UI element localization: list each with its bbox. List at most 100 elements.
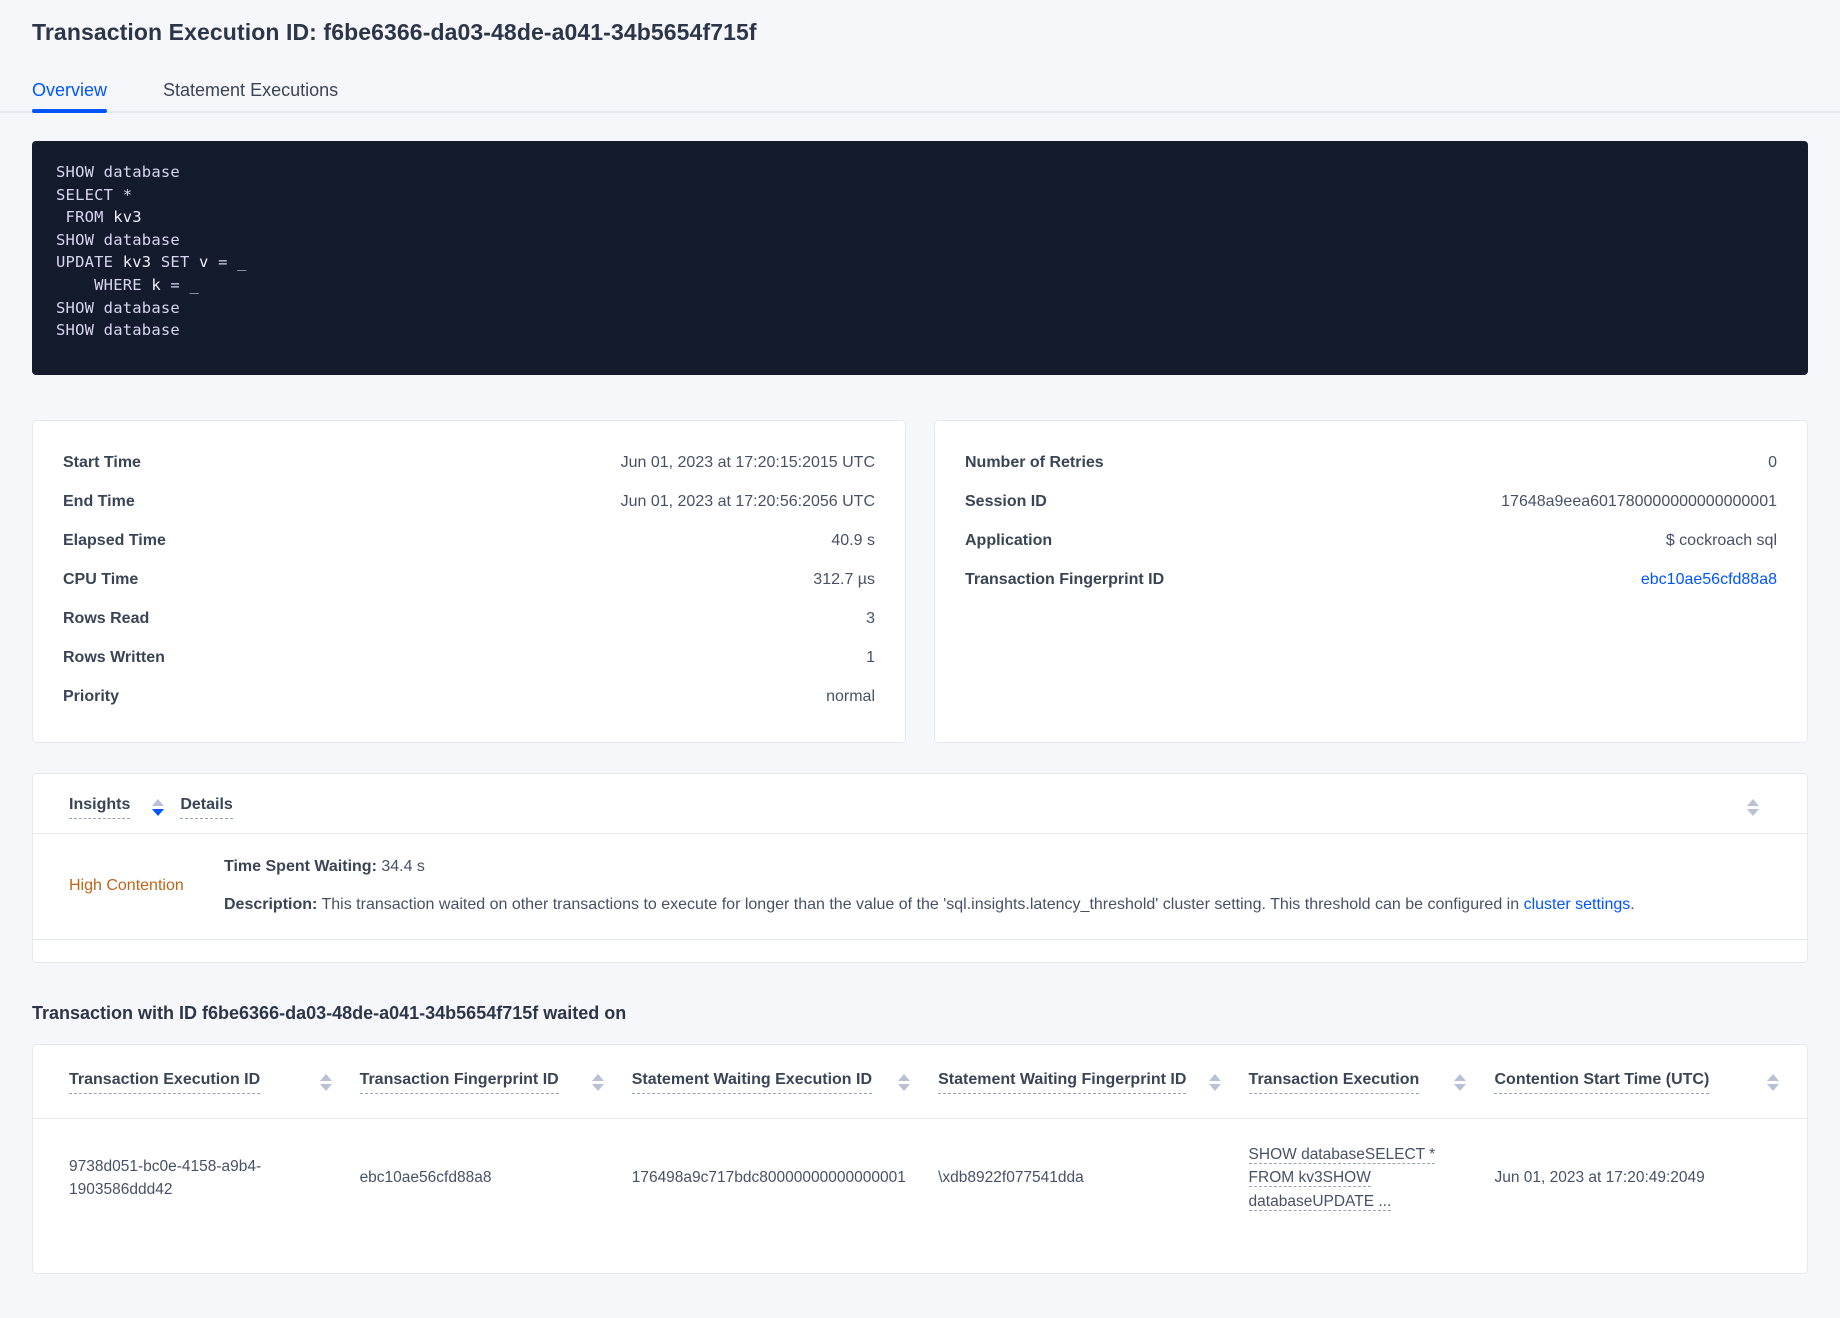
overview-right-row: Number of Retries 0 <box>965 443 1777 482</box>
sort-column-icon[interactable] <box>898 1074 911 1092</box>
sort-descending-icon <box>1208 1084 1221 1092</box>
code-line: SELECT * <box>56 185 133 204</box>
tab-statement-executions[interactable]: Statement Executions <box>163 80 339 100</box>
column-header-label[interactable]: Transaction Fingerprint ID <box>359 1071 559 1095</box>
overview-cards: Start Time Jun 01, 2023 at 17:20:15:2015 … <box>32 420 1808 743</box>
table-row: 9738d051-bc0e-4158-a9b4-1903586ddd42 ebc1… <box>33 1118 1807 1239</box>
overview-left-value: normal <box>826 688 875 705</box>
insight-name[interactable]: High Contention <box>69 876 184 894</box>
column-header: Statement Waiting Fingerprint ID <box>938 1045 1248 1119</box>
sort-details-icon[interactable] <box>1747 799 1759 816</box>
overview-right-row: Session ID 17648a9eea60178000000000000000… <box>965 482 1777 521</box>
code-line: SHOW database <box>56 321 180 340</box>
description-tail: . <box>1630 895 1635 913</box>
overview-right-label: Application <box>965 532 1053 549</box>
column-header: Contention Start Time (UTC) <box>1494 1045 1807 1119</box>
code-line: FROM kv3 <box>56 208 142 227</box>
tooltip-text[interactable]: SHOW databaseSELECT * FROM kv3SHOW datab… <box>1248 1146 1436 1211</box>
overview-right-label: Transaction Fingerprint ID <box>965 571 1165 588</box>
overview-right-value: 0 <box>1768 454 1777 471</box>
column-header-label[interactable]: Transaction Execution ID <box>69 1071 261 1095</box>
overview-right-row: Transaction Fingerprint ID ebc10ae56cfd88… <box>965 560 1777 599</box>
insight-description: Description: This transaction waited on … <box>224 894 1771 916</box>
sort-ascending-icon <box>319 1074 332 1082</box>
sort-descending-icon <box>319 1084 332 1092</box>
overview-left-row: Elapsed Time 40.9 s <box>63 521 875 560</box>
description-text: This transaction waited on other transac… <box>321 895 1524 913</box>
table-header-row: Transaction Execution ID Transaction Fing… <box>33 1045 1807 1119</box>
sort-descending-icon <box>1747 809 1759 816</box>
details-column-header[interactable]: Details <box>180 796 233 819</box>
overview-right-value: $ cockroach sql <box>1665 532 1777 549</box>
sort-ascending-icon <box>898 1074 911 1082</box>
sort-column-icon[interactable] <box>1767 1074 1779 1092</box>
overview-left-label: CPU Time <box>63 571 139 588</box>
code-line: SHOW database <box>56 298 180 317</box>
column-header-label[interactable]: Statement Waiting Execution ID <box>631 1071 873 1095</box>
overview-left-value: Jun 01, 2023 at 17:20:56:2056 UTC <box>620 493 875 510</box>
code-line: SHOW database <box>56 163 180 181</box>
overview-left-row: Rows Written 1 <box>63 638 875 677</box>
column-header: Transaction Execution ID <box>33 1045 360 1119</box>
column-header: Transaction Execution <box>1248 1045 1495 1119</box>
sort-column-icon[interactable] <box>1208 1074 1221 1092</box>
time-spent-waiting-value: 34.4 s <box>381 858 425 875</box>
sort-descending-icon <box>591 1084 604 1092</box>
waited-on-section-title: Transaction with ID f6be6366-da03-48de-a… <box>32 1003 627 1024</box>
overview-left-value: 3 <box>866 610 875 627</box>
insights-table-header: Insights Details <box>33 774 1807 833</box>
overview-left-label: Elapsed Time <box>63 532 166 549</box>
sort-ascending-icon <box>591 1074 604 1082</box>
column-header: Statement Waiting Execution ID <box>631 1045 938 1119</box>
overview-left-label: End Time <box>63 493 135 510</box>
cell-statement-waiting-execution-id: 176498a9c717bdc80000000000000001 <box>631 1118 939 1239</box>
cell-statement-waiting-fingerprint-id: \xdb8922f077541dda <box>938 1118 1249 1239</box>
cell-transaction-fingerprint-id: ebc10ae56cfd88a8 <box>359 1118 632 1239</box>
overview-left-label: Priority <box>63 688 120 705</box>
overview-right-value: 17648a9eea601780000000000000001 <box>1501 493 1777 510</box>
column-header-label[interactable]: Contention Start Time (UTC) <box>1494 1071 1710 1095</box>
overview-right-value[interactable]: ebc10ae56cfd88a8 <box>1640 571 1777 588</box>
overview-card-left: Start Time Jun 01, 2023 at 17:20:15:2015 … <box>32 420 906 743</box>
sort-descending-icon <box>152 809 165 816</box>
waited-on-table-card: Transaction Execution ID Transaction Fing… <box>32 1044 1808 1274</box>
code-line: SHOW database <box>56 230 180 249</box>
sort-ascending-icon <box>1747 799 1759 806</box>
overview-left-row: Start Time Jun 01, 2023 at 17:20:15:2015 … <box>63 443 875 482</box>
overview-left-value: Jun 01, 2023 at 17:20:15:2015 UTC <box>620 454 875 471</box>
sort-column-icon[interactable] <box>1454 1074 1467 1092</box>
time-spent-waiting-label: Time Spent Waiting: <box>224 858 377 875</box>
sort-ascending-icon <box>1454 1074 1467 1082</box>
overview-right-row: Application $ cockroach sql <box>965 521 1777 560</box>
overview-left-value: 40.9 s <box>831 532 875 549</box>
overview-left-row: Priority normal <box>63 677 875 716</box>
waited-on-table: Transaction Execution ID Transaction Fing… <box>33 1045 1807 1239</box>
insight-row: High Contention Time Spent Waiting: 34.4… <box>33 833 1807 941</box>
cell-transaction-execution[interactable]: SHOW databaseSELECT * FROM kv3SHOW datab… <box>1248 1118 1495 1239</box>
insight-details: Time Spent Waiting: 34.4 s Description: … <box>224 856 1771 915</box>
overview-left-label: Rows Written <box>63 649 165 666</box>
cell-transaction-execution-id: 9738d051-bc0e-4158-a9b4-1903586ddd42 <box>33 1118 360 1239</box>
overview-left-label: Rows Read <box>63 610 150 627</box>
insights-card: Insights Details High Contention Time Sp… <box>32 773 1808 964</box>
sort-insights-icon[interactable] <box>152 799 165 816</box>
sort-descending-icon <box>1767 1084 1779 1092</box>
overview-left-label: Start Time <box>63 454 141 471</box>
sort-ascending-icon <box>1208 1074 1221 1082</box>
page-title: Transaction Execution ID: f6be6366-da03-… <box>32 19 757 45</box>
time-spent-waiting: Time Spent Waiting: 34.4 s <box>224 856 1771 878</box>
column-header-label[interactable]: Statement Waiting Fingerprint ID <box>938 1071 1187 1095</box>
cluster-settings-link[interactable]: cluster settings <box>1523 895 1631 913</box>
column-header-label[interactable]: Transaction Execution <box>1248 1071 1420 1095</box>
overview-left-row: End Time Jun 01, 2023 at 17:20:56:2056 UT… <box>63 482 875 521</box>
overview-card-right: Number of Retries 0 Session ID 17648a9eea60… <box>934 420 1808 743</box>
sort-column-icon[interactable] <box>319 1074 332 1092</box>
sql-code-block: SHOW database SELECT * FROM kv3 SHOW datab… <box>32 141 1808 375</box>
tab-overview[interactable]: Overview <box>32 81 108 113</box>
sort-column-icon[interactable] <box>591 1074 604 1092</box>
insights-column-header[interactable]: Insights <box>69 796 131 819</box>
column-header: Transaction Fingerprint ID <box>359 1045 632 1119</box>
tab-bar: Overview Statement Executions <box>0 66 1840 113</box>
overview-left-value: 312.7 µs <box>813 571 875 588</box>
